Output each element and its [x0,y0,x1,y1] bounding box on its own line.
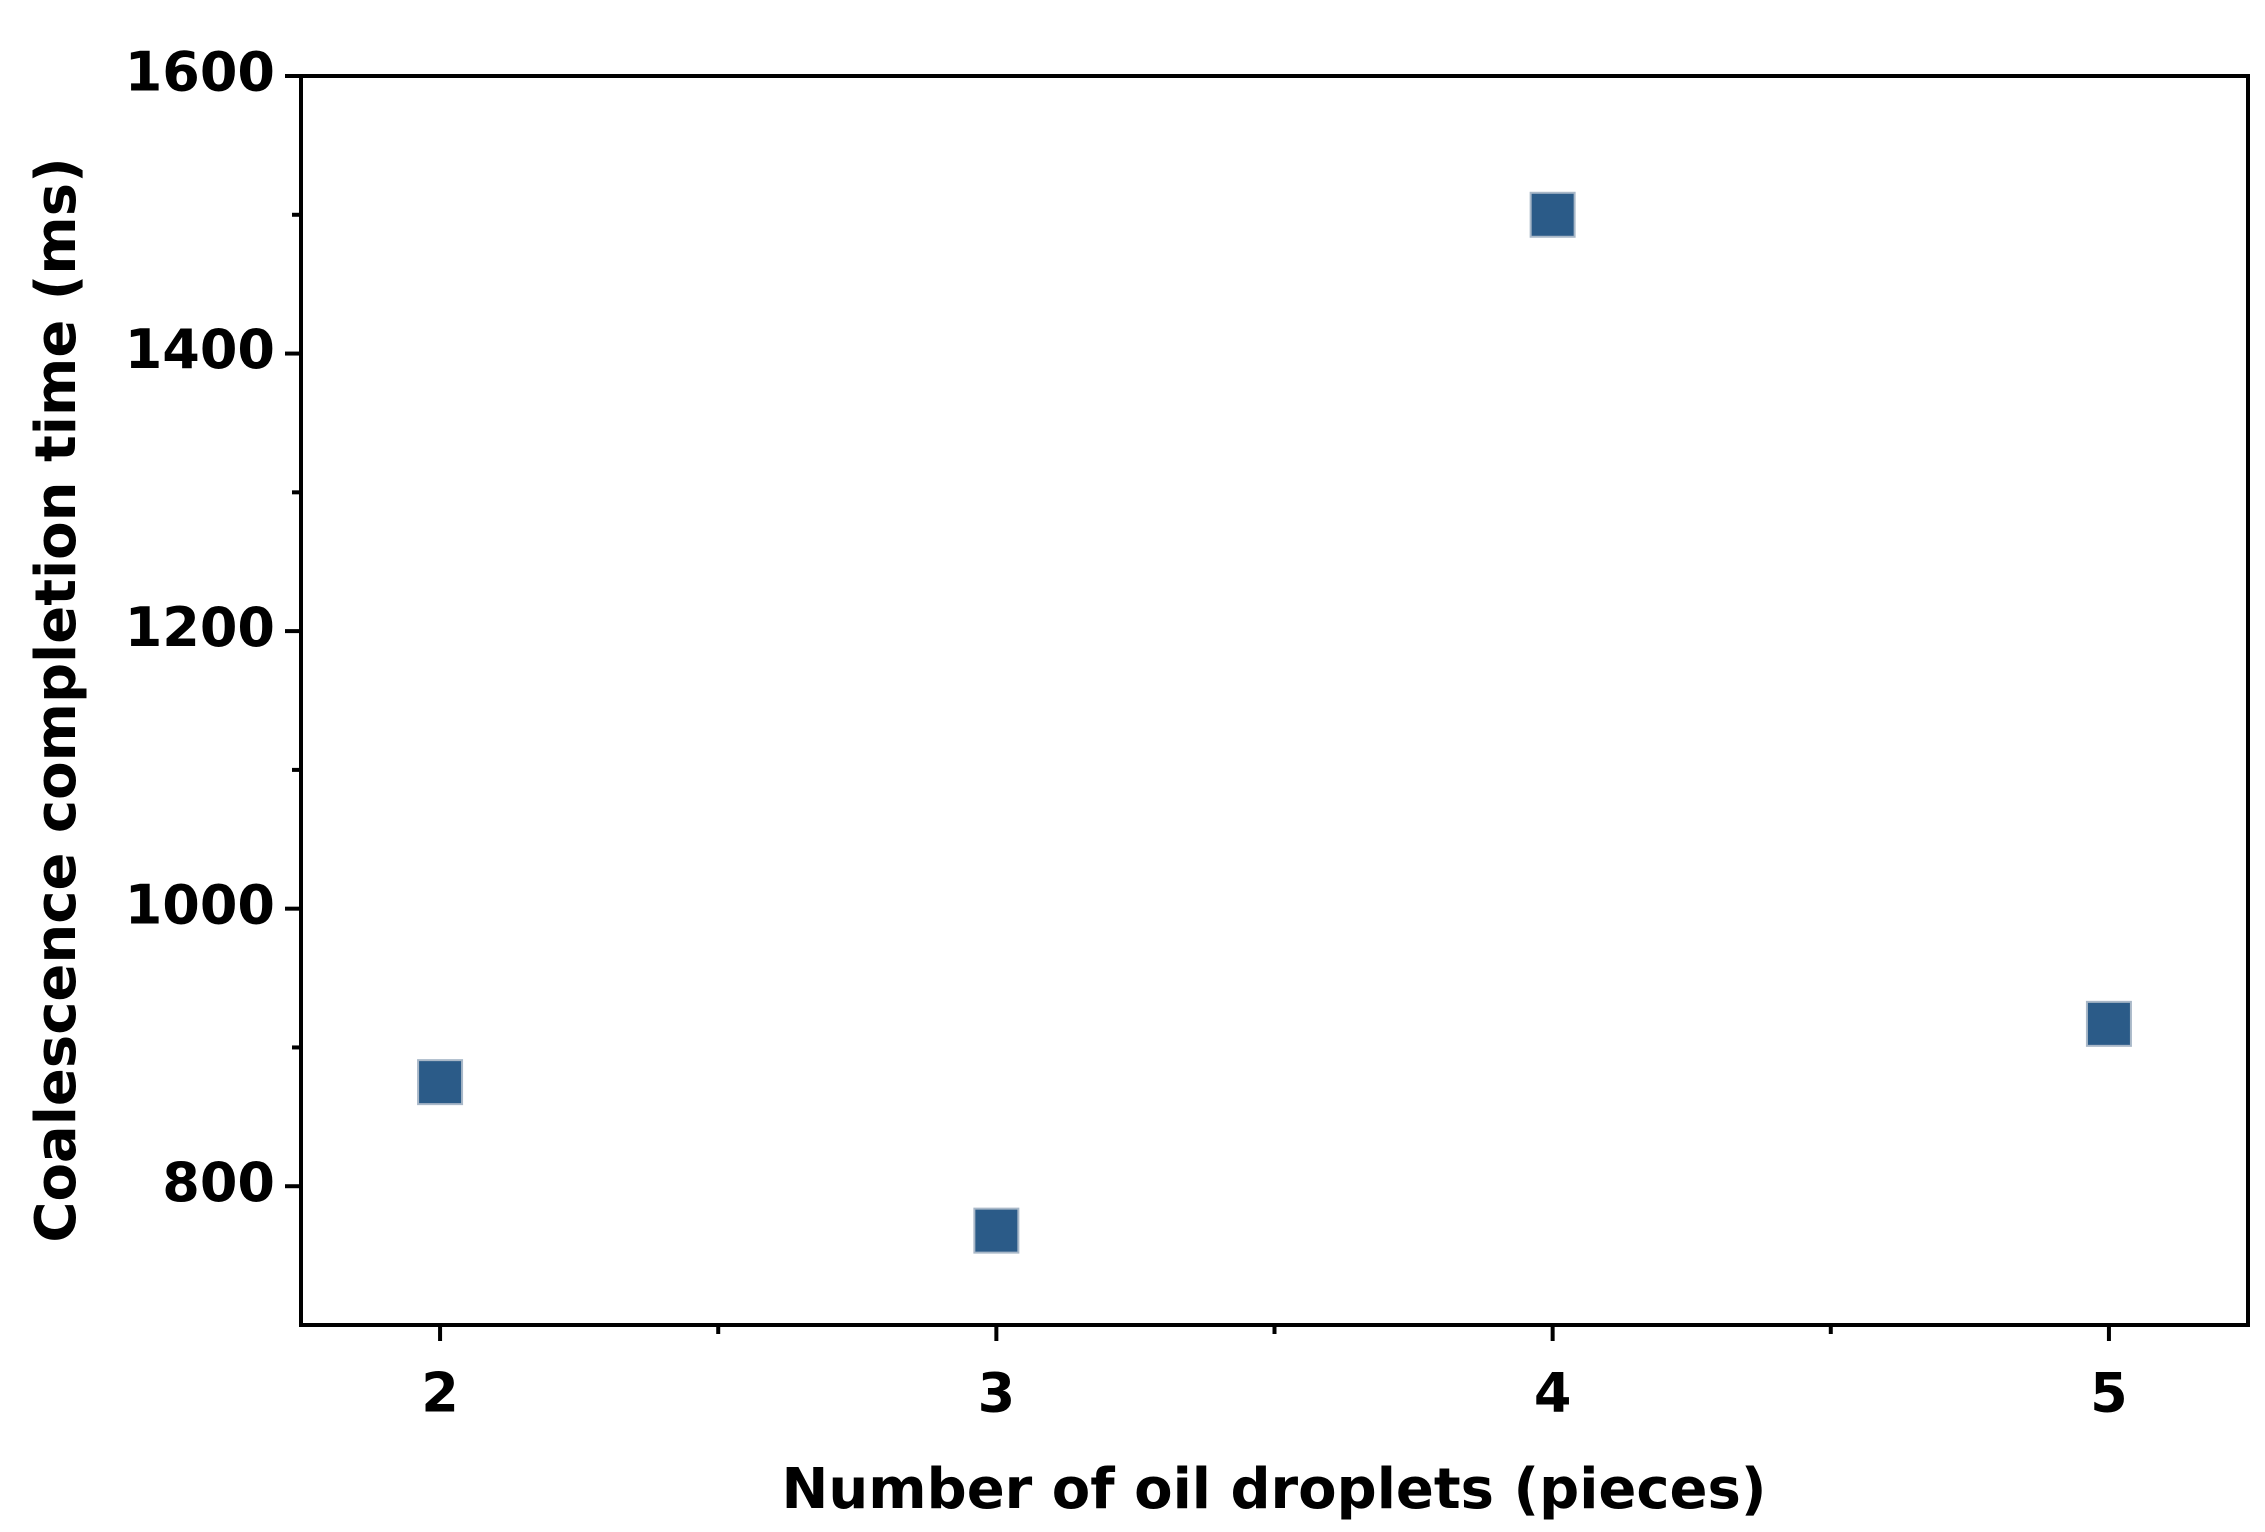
x-axis-label: Number of oil droplets (pieces) [782,1457,1767,1522]
y-axis-label: Coalescence completion time (ms) [24,157,89,1242]
x-tick-label: 4 [1534,1362,1572,1425]
y-tick-label: 1600 [125,41,275,104]
data-point [2085,1000,2132,1047]
y-tick-label: 1400 [125,318,275,381]
x-tick-label: 5 [2090,1362,2128,1425]
y-tick-label: 1200 [125,596,275,659]
data-point [973,1207,1020,1254]
y-tick-label: 1000 [125,873,275,936]
plot-frame [299,74,2250,1327]
x-tick-label: 3 [978,1362,1016,1425]
data-point [1529,191,1576,238]
x-tick-label: 2 [421,1362,459,1425]
data-point [417,1059,464,1106]
y-tick-label: 800 [162,1151,275,1214]
